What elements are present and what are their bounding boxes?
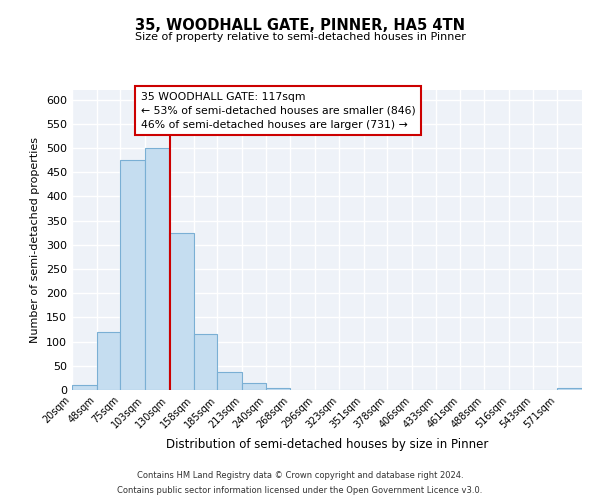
X-axis label: Distribution of semi-detached houses by size in Pinner: Distribution of semi-detached houses by … — [166, 438, 488, 451]
Y-axis label: Number of semi-detached properties: Number of semi-detached properties — [31, 137, 40, 343]
Bar — [217, 372, 242, 390]
Bar — [72, 385, 97, 390]
Text: Size of property relative to semi-detached houses in Pinner: Size of property relative to semi-detach… — [134, 32, 466, 42]
Text: 35 WOODHALL GATE: 117sqm
← 53% of semi-detached houses are smaller (846)
46% of : 35 WOODHALL GATE: 117sqm ← 53% of semi-d… — [141, 92, 416, 130]
Text: Contains public sector information licensed under the Open Government Licence v3: Contains public sector information licen… — [118, 486, 482, 495]
Bar — [557, 388, 582, 390]
Text: Contains HM Land Registry data © Crown copyright and database right 2024.: Contains HM Land Registry data © Crown c… — [137, 471, 463, 480]
Bar — [266, 388, 290, 390]
Bar — [194, 334, 217, 390]
Bar — [242, 382, 266, 390]
Bar — [121, 160, 145, 390]
Bar — [169, 232, 194, 390]
Bar — [145, 148, 169, 390]
Text: 35, WOODHALL GATE, PINNER, HA5 4TN: 35, WOODHALL GATE, PINNER, HA5 4TN — [135, 18, 465, 32]
Bar — [97, 332, 121, 390]
